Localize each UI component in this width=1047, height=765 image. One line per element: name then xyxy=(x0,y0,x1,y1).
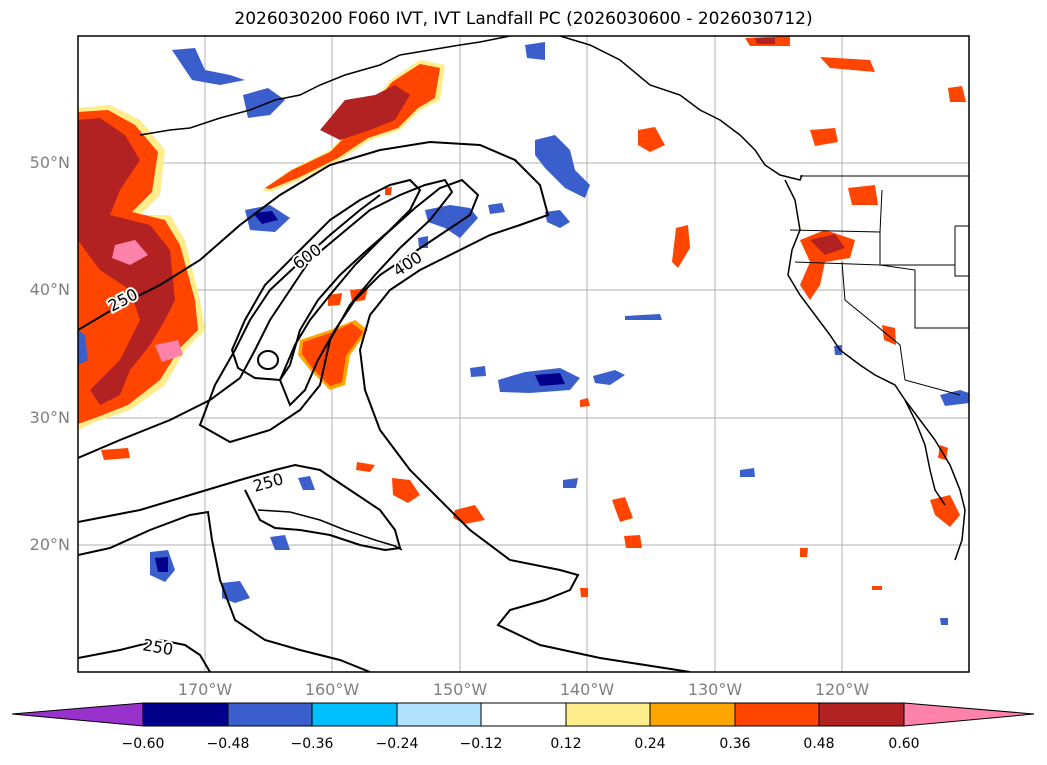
colorbar-extend-min xyxy=(11,702,144,727)
contour-250-north xyxy=(78,140,691,672)
colorbar-tick: 0.24 xyxy=(634,736,666,752)
contour-250-lower xyxy=(78,463,402,552)
contour-250-south xyxy=(78,178,454,459)
lon-label-160w: 160°W xyxy=(304,680,360,699)
colorbar-tick: −0.24 xyxy=(375,736,419,752)
lon-label-140w: 140°W xyxy=(559,680,615,699)
coastlines xyxy=(139,36,966,561)
borders xyxy=(789,175,969,396)
lat-label-40n: 40°N xyxy=(29,280,70,299)
colorbar xyxy=(11,702,1035,727)
lon-label-120w: 120°W xyxy=(814,680,870,699)
colorbar-tick: 0.36 xyxy=(719,736,751,752)
lat-label-50n: 50°N xyxy=(29,153,70,172)
positive-anomaly-regions xyxy=(78,36,966,597)
contour-250-bottom xyxy=(78,510,371,672)
colorbar-tick: 0.12 xyxy=(550,736,582,752)
colorbar-tick: −0.12 xyxy=(459,736,503,752)
contour-label: 250 xyxy=(251,469,286,496)
lat-label-30n: 30°N xyxy=(29,408,70,427)
contour-400 xyxy=(278,178,480,407)
colorbar-tick: −0.36 xyxy=(290,736,334,752)
colorbar-tick: −0.60 xyxy=(121,736,165,752)
colorbar-tick: −0.48 xyxy=(206,736,250,752)
contour-label: 250 xyxy=(141,635,174,659)
ivt-contours xyxy=(78,140,691,672)
map-frame xyxy=(77,35,970,673)
lon-label-150w: 150°W xyxy=(432,680,488,699)
map-title: 2026030200 F060 IVT, IVT Landfall PC (20… xyxy=(234,9,813,29)
colorbar-extend-max xyxy=(903,702,1035,727)
colorbar-tick: 0.60 xyxy=(888,736,920,752)
colorbar-tick: 0.48 xyxy=(803,736,835,752)
lon-label-170w: 170°W xyxy=(177,680,233,699)
lat-label-20n: 20°N xyxy=(29,535,70,554)
contour-250-left xyxy=(78,638,211,672)
lon-label-130w: 130°W xyxy=(687,680,743,699)
